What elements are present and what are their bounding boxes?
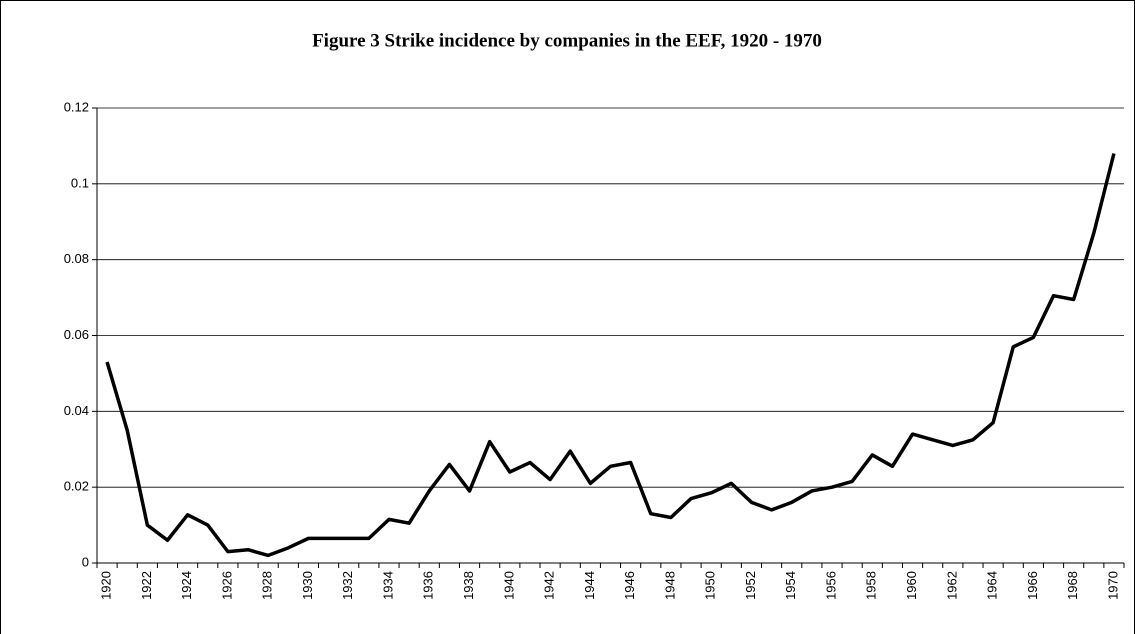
x-tick-label: 1950 [703,571,718,600]
x-tick-label: 1970 [1105,571,1120,600]
x-tick-label: 1938 [461,571,476,600]
x-tick-label: 1956 [823,571,838,600]
y-tick-label: 0.04 [64,403,89,418]
x-tick-label: 1966 [1025,571,1040,600]
x-tick-label: 1954 [783,571,798,600]
y-tick-label: 0 [82,554,89,569]
x-tick-label: 1924 [179,571,194,600]
x-tick-label: 1934 [380,571,395,600]
x-tick-label: 1932 [340,571,355,600]
line-series [105,153,1116,558]
y-tick-label: 0.1 [71,175,89,190]
x-tick-label: 1928 [260,571,275,600]
x-tick-label: 1964 [985,571,1000,600]
y-tick-label: 0.06 [64,327,89,342]
y-tick-label: 0.12 [64,99,89,114]
x-tick-label: 1926 [219,571,234,600]
x-tick-label: 1920 [99,571,114,600]
x-tick-label: 1922 [139,571,154,600]
x-tick-label: 1952 [743,571,758,600]
x-tick-label: 1936 [421,571,436,600]
x-tick-label: 1944 [582,571,597,600]
x-tick-label: 1948 [662,571,677,600]
x-tick-label: 1942 [542,571,557,600]
x-tick-label: 1930 [300,571,315,600]
x-tick-label: 1962 [944,571,959,600]
y-tick-label: 0.08 [64,251,89,266]
x-tick-label: 1958 [864,571,879,600]
x-tick-label: 1968 [1065,571,1080,600]
x-tick-label: 1946 [622,571,637,600]
x-tick-label: 1940 [501,571,516,600]
x-tick-label: 1960 [904,571,919,600]
y-tick-label: 0.02 [64,479,89,494]
chart-title: Figure 3 Strike incidence by companies i… [312,30,822,51]
